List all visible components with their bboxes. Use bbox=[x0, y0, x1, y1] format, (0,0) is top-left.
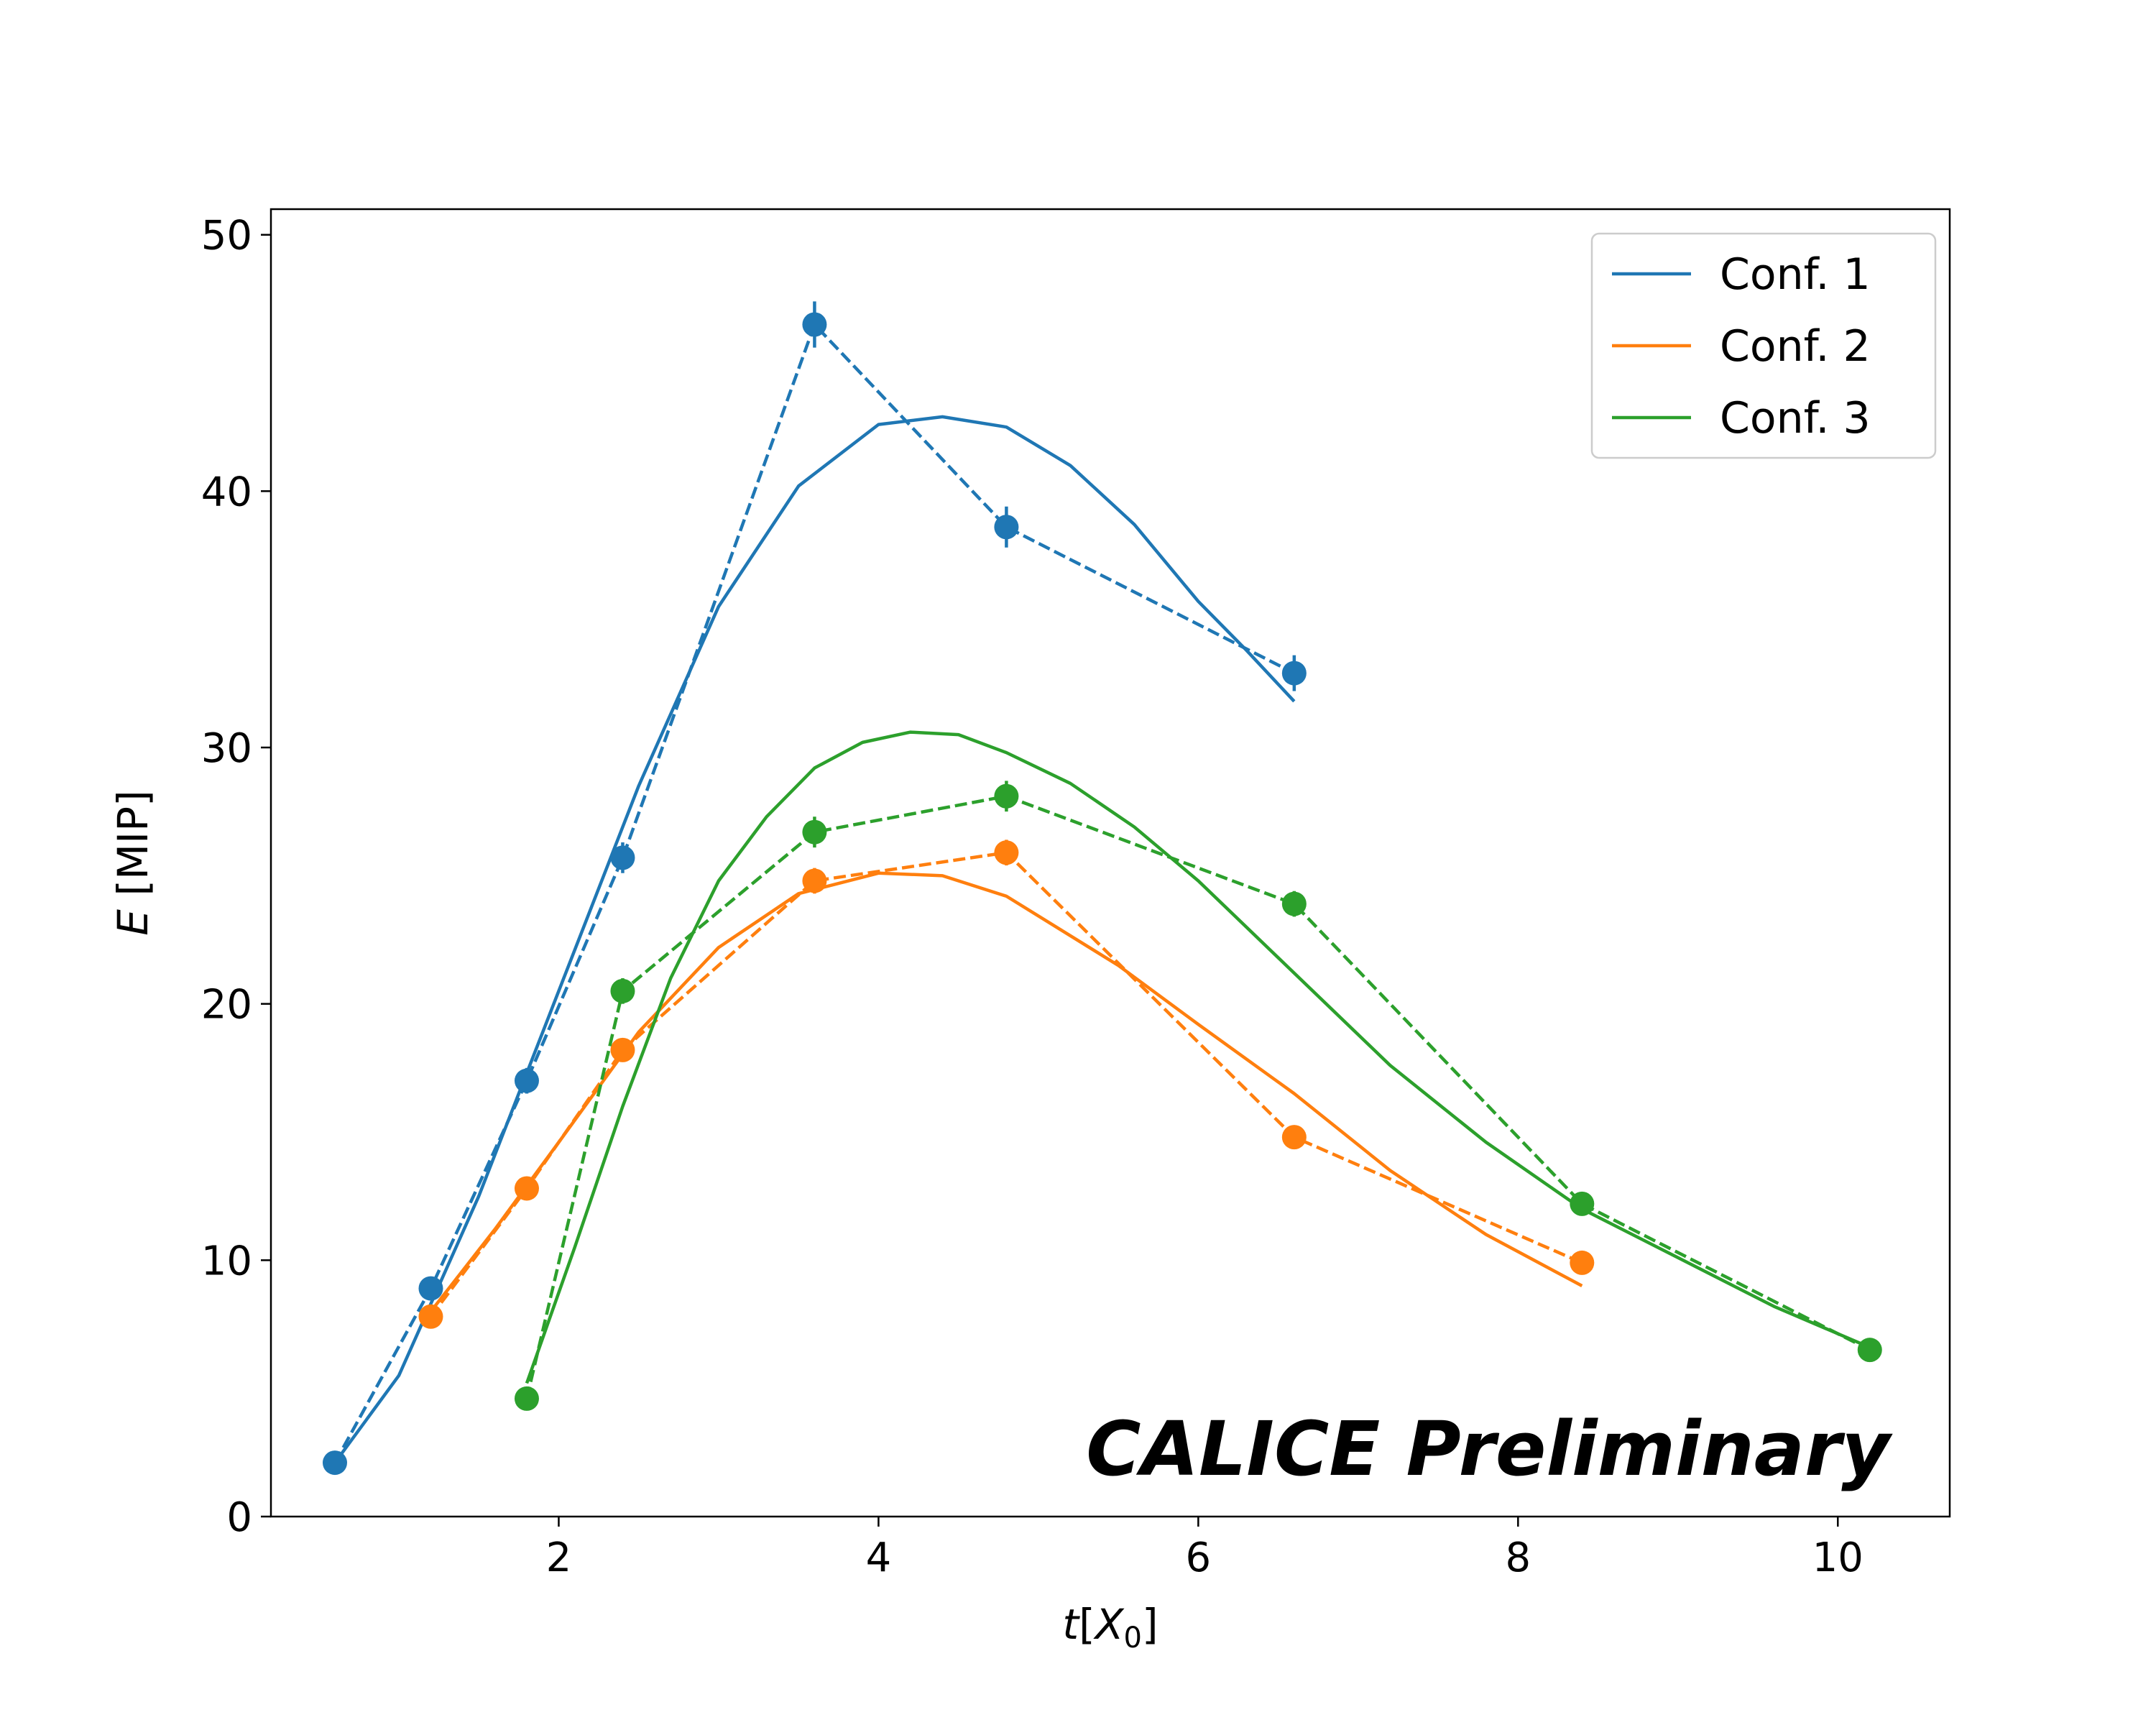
data-point bbox=[994, 783, 1019, 809]
data-point bbox=[514, 1176, 539, 1201]
x-axis-label-open: [ bbox=[1079, 1600, 1095, 1649]
x-axis-label-symbol: X bbox=[1093, 1600, 1125, 1649]
plot-frame bbox=[270, 208, 1951, 1518]
data-point bbox=[610, 978, 635, 1003]
axis-ticks: 2 4 6 8 10 0 10 20 30 40 50 bbox=[201, 213, 1864, 1581]
y-tick-label: 40 bbox=[201, 469, 252, 515]
y-tick-label: 10 bbox=[201, 1238, 252, 1284]
legend-label: Conf. 1 bbox=[1720, 249, 1871, 300]
legend-label: Conf. 2 bbox=[1720, 321, 1871, 372]
y-tick-label: 20 bbox=[201, 982, 252, 1029]
series-1 bbox=[322, 301, 1307, 1476]
x-tick-label: 10 bbox=[1812, 1535, 1864, 1581]
data-point bbox=[802, 819, 827, 845]
data-point bbox=[514, 1386, 539, 1411]
data-point bbox=[610, 845, 635, 870]
data-point bbox=[1570, 1191, 1595, 1216]
x-axis-label-close: ] bbox=[1142, 1600, 1158, 1649]
x-tick-label: 2 bbox=[546, 1535, 572, 1581]
data-point bbox=[610, 1037, 635, 1062]
data-point bbox=[322, 1450, 347, 1476]
x-axis-label: t[X0] bbox=[1062, 1600, 1158, 1655]
data-point bbox=[1857, 1338, 1882, 1363]
x-tick-label: 8 bbox=[1505, 1535, 1531, 1581]
y-tick-label: 0 bbox=[226, 1494, 252, 1541]
y-tick-label: 30 bbox=[201, 725, 252, 772]
series-2 bbox=[418, 840, 1595, 1329]
series-3 bbox=[514, 730, 1882, 1411]
x-axis-label-var: t bbox=[1062, 1600, 1080, 1649]
series-layer bbox=[322, 301, 1882, 1476]
legend: Conf. 1 Conf. 2 Conf. 3 bbox=[1590, 232, 1937, 459]
legend-box bbox=[1590, 232, 1937, 459]
data-point bbox=[994, 515, 1019, 540]
data-point bbox=[418, 1304, 443, 1329]
fit-curve bbox=[333, 415, 1296, 1464]
data-point bbox=[994, 840, 1019, 865]
legend-label: Conf. 3 bbox=[1720, 393, 1871, 443]
data-point bbox=[802, 868, 827, 893]
x-axis-label-subscript: 0 bbox=[1124, 1622, 1142, 1655]
data-point bbox=[1570, 1250, 1595, 1275]
data-point bbox=[1281, 891, 1307, 916]
x-tick-label: 4 bbox=[866, 1535, 892, 1581]
data-point bbox=[514, 1068, 539, 1093]
fit-curve bbox=[525, 730, 1871, 1384]
y-axis-label-rest: [MIP] bbox=[109, 790, 157, 909]
data-point bbox=[802, 312, 827, 337]
y-axis-label-var: E bbox=[109, 909, 157, 936]
x-tick-label: 6 bbox=[1186, 1535, 1212, 1581]
data-point bbox=[1281, 661, 1307, 686]
y-axis-label: E [MIP] bbox=[109, 790, 157, 935]
y-tick-label: 50 bbox=[201, 213, 252, 259]
data-point bbox=[1281, 1125, 1307, 1150]
calice-preliminary-annotation: CALICE Preliminary bbox=[1086, 1405, 1893, 1493]
data-point bbox=[418, 1276, 443, 1301]
